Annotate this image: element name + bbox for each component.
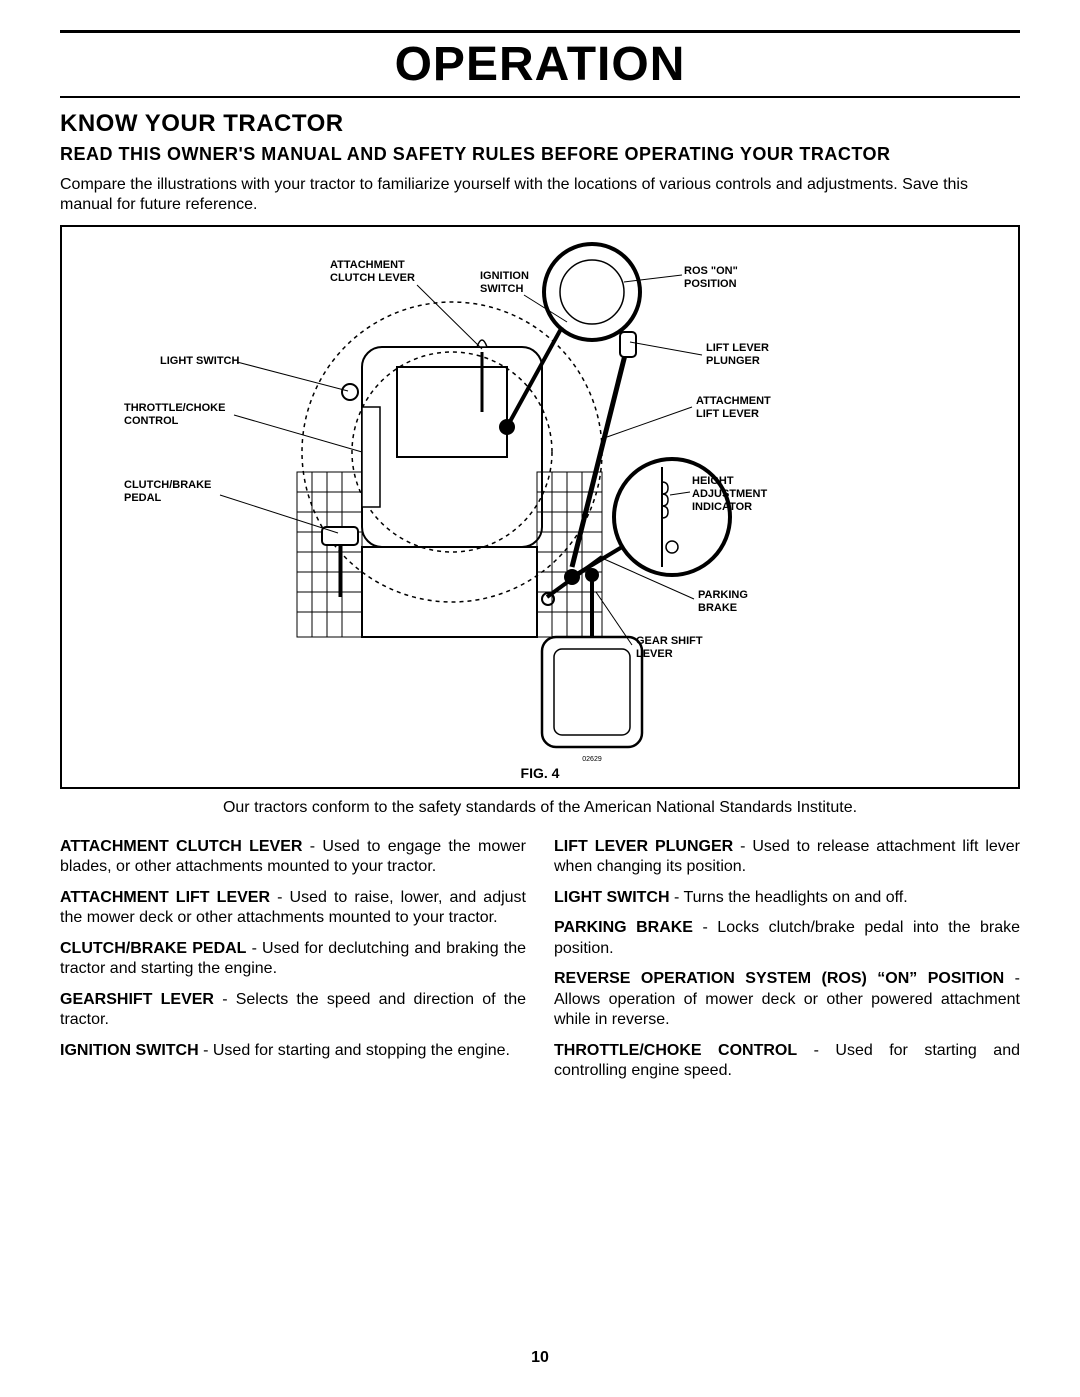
label-attachment-lift-lever: ATTACHMENT LIFT LEVER — [696, 395, 771, 421]
definition-item: LIFT LEVER PLUNGER - Used to release att… — [554, 837, 1020, 878]
label-parking-brake: PARKING BRAKE — [698, 589, 748, 615]
definitions-right-column: LIFT LEVER PLUNGER - Used to release att… — [554, 837, 1020, 1092]
definitions-left-column: ATTACHMENT CLUTCH LEVER - Used to engage… — [60, 837, 526, 1092]
definition-item: ATTACHMENT LIFT LEVER - Used to raise, l… — [60, 888, 526, 929]
definition-item: REVERSE OPERATION SYSTEM (ROS) “ON” POSI… — [554, 969, 1020, 1030]
definition-item: CLUTCH/BRAKE PEDAL - Used for declutchin… — [60, 939, 526, 980]
label-throttle-choke-control: THROTTLE/CHOKE CONTROL — [124, 402, 225, 428]
definition-item: IGNITION SWITCH - Used for starting and … — [60, 1041, 526, 1061]
definition-item: GEARSHIFT LEVER - Selects the speed and … — [60, 990, 526, 1031]
svg-text:02629: 02629 — [582, 756, 602, 763]
label-attachment-clutch-lever: ATTACHMENT CLUTCH LEVER — [330, 259, 415, 285]
label-lift-lever-plunger: LIFT LEVER PLUNGER — [706, 342, 769, 368]
definition-item: PARKING BRAKE - Locks clutch/brake pedal… — [554, 918, 1020, 959]
tractor-diagram: 02629 ATTACHMENT — [62, 227, 1018, 787]
section-subtitle: READ THIS OWNER'S MANUAL AND SAFETY RULE… — [60, 144, 1020, 165]
label-height-adjustment-indicator: HEIGHT ADJUSTMENT INDICATOR — [692, 475, 767, 515]
label-gear-shift-lever: GEAR SHIFT LEVER — [636, 635, 703, 661]
definition-item: THROTTLE/CHOKE CONTROL - Used for starti… — [554, 1041, 1020, 1082]
label-ros-on-position: ROS "ON" POSITION — [684, 265, 738, 291]
section-intro: Compare the illustrations with your trac… — [60, 175, 1020, 215]
label-light-switch: LIGHT SWITCH — [160, 355, 239, 368]
definition-item: ATTACHMENT CLUTCH LEVER - Used to engage… — [60, 837, 526, 878]
conformance-text: Our tractors conform to the safety stand… — [60, 799, 1020, 817]
page-title: OPERATION — [60, 37, 1020, 92]
label-clutch-brake-pedal: CLUTCH/BRAKE PEDAL — [124, 479, 211, 505]
figure-caption: FIG. 4 — [62, 765, 1018, 781]
page-number: 10 — [0, 1349, 1080, 1367]
figure-box: 02629 ATTACHMENT — [60, 225, 1020, 789]
section-title: KNOW YOUR TRACTOR — [60, 110, 1020, 138]
label-ignition-switch: IGNITION SWITCH — [480, 270, 529, 296]
definition-item: LIGHT SWITCH - Turns the headlights on a… — [554, 888, 1020, 908]
